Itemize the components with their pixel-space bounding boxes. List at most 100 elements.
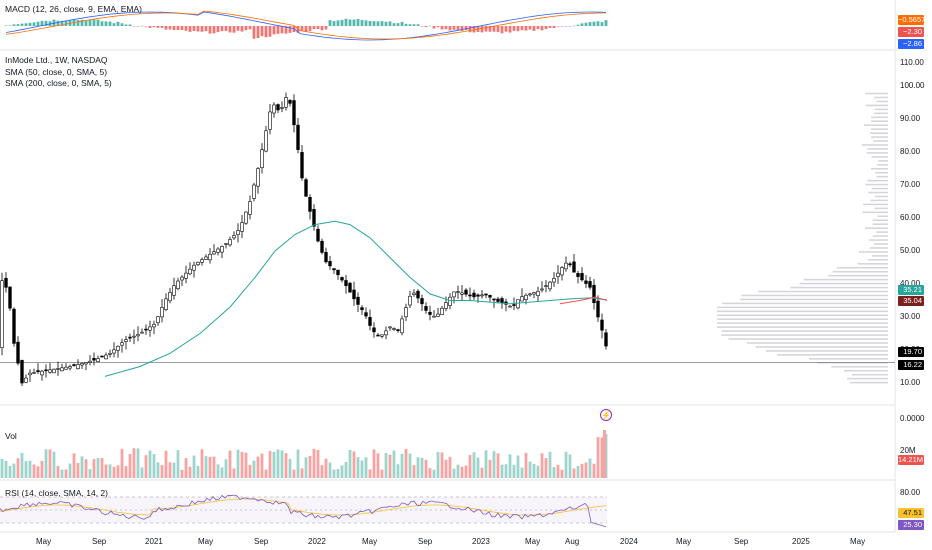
candle-body [376, 334, 380, 337]
volume-profile-bar [865, 227, 888, 229]
volume-bar [464, 465, 468, 478]
macd-histogram-bar [168, 26, 172, 30]
time-axis-tick: Sep [418, 537, 433, 546]
price-axis-tick: 70.00 [900, 180, 921, 189]
macd-histogram-bar [148, 26, 152, 28]
macd-histogram-bar [192, 26, 196, 31]
volume-bar [160, 465, 164, 478]
indicator-axis-tick: 20M [900, 446, 916, 455]
volume-profile-bar [867, 259, 888, 261]
candle-body [600, 319, 604, 331]
macd-histogram-bar [436, 26, 440, 28]
macd-histogram-bar [276, 26, 280, 34]
volume-bar [116, 465, 120, 478]
macd-indicator-label[interactable]: MACD (12, 26, close, 9, EMA, EMA) [5, 4, 142, 14]
volume-bar [296, 449, 300, 478]
volume-bar [520, 467, 524, 478]
volume-profile-bar [858, 251, 888, 253]
sma200-legend[interactable]: SMA (200, close, 0, SMA, 5) [5, 78, 112, 88]
candle-body [524, 294, 528, 300]
volume-profile-bar [877, 164, 888, 166]
volume-profile-bar [863, 203, 888, 206]
volume-profile-bar [755, 346, 888, 348]
macd-histogram-bar [156, 26, 160, 28]
volume-profile-bar [870, 199, 888, 202]
macd-histogram-bar [540, 26, 544, 31]
candle-body [532, 292, 536, 295]
volume-bar [104, 464, 108, 478]
macd-histogram-bar [328, 20, 332, 26]
candle-body [124, 339, 128, 342]
volume-bar [184, 458, 188, 478]
candle-body [52, 368, 56, 374]
volume-profile-bar [717, 310, 888, 313]
candle-body [4, 278, 8, 288]
macd-histogram-bar [304, 26, 308, 32]
macd-histogram-bar [588, 22, 592, 26]
volume-bar [124, 466, 128, 478]
volume-bar [72, 453, 76, 478]
volume-bar [348, 450, 352, 478]
volume-profile-bar [865, 104, 888, 107]
macd-histogram-bar [60, 20, 64, 26]
volume-bar [324, 458, 328, 478]
volume-legend[interactable]: Vol [5, 431, 17, 441]
volume-profile-bar [809, 358, 888, 360]
candle-body [416, 290, 420, 299]
volume-bar [484, 450, 488, 478]
volume-bar [400, 453, 404, 478]
volume-bar [356, 456, 360, 478]
volume-bar [280, 450, 284, 478]
macd-histogram-bar [104, 21, 108, 26]
volume-bar [336, 468, 340, 478]
volume-bar [132, 448, 136, 478]
candle-body [192, 264, 196, 271]
sma50-legend[interactable]: SMA (50, close, 0, SMA, 5) [5, 67, 108, 77]
candle-body [56, 368, 60, 370]
macd-histogram-bar [500, 26, 504, 34]
macd-histogram-bar [108, 21, 112, 26]
volume-bar [396, 464, 400, 478]
volume-bar [272, 451, 276, 478]
volume-profile-bar [721, 330, 888, 332]
volume-bar [504, 464, 508, 478]
volume-tag: 14.21M [898, 455, 924, 465]
volume-bar [44, 449, 48, 478]
volume-profile-bar [872, 219, 888, 222]
candle-body [444, 302, 448, 309]
macd-histogram-bar [40, 20, 44, 26]
lightning-icon[interactable]: ⚡ [600, 409, 612, 421]
macd-signal-line [5, 10, 606, 40]
volume-profile-bar [850, 381, 888, 384]
volume-profile-bar [867, 179, 888, 182]
volume-bar [412, 465, 416, 478]
candle-body [420, 298, 424, 305]
macd-histogram-bar [396, 23, 400, 26]
volume-profile-bar [874, 243, 888, 245]
macd-histogram-bar [568, 26, 572, 27]
macd-histogram-bar [36, 21, 40, 26]
candle-body [136, 334, 140, 337]
candle-body [72, 364, 76, 366]
macd-histogram-bar [344, 18, 348, 26]
volume-profile-bar [867, 148, 888, 150]
macd-histogram-bar [56, 20, 60, 26]
macd-histogram-bar [264, 26, 268, 38]
candle-body [528, 293, 532, 296]
volume-bar [100, 458, 104, 478]
volume-bar [4, 460, 8, 478]
symbol-legend[interactable]: InMode Ltd., 1W, NASDAQ [5, 55, 108, 65]
rsi-legend[interactable]: RSI (14, close, SMA, 14, 2) [5, 488, 108, 498]
candle-body [328, 261, 332, 267]
candle-body [276, 104, 280, 111]
candle-body [60, 367, 64, 372]
volume-bar [196, 465, 200, 478]
volume-bar [436, 452, 440, 478]
candle-body [388, 326, 392, 329]
volume-bar [496, 453, 500, 478]
volume-profile-bar [741, 294, 888, 297]
candle-body [92, 358, 96, 361]
volume-bar [332, 469, 336, 478]
volume-bar [548, 451, 552, 478]
